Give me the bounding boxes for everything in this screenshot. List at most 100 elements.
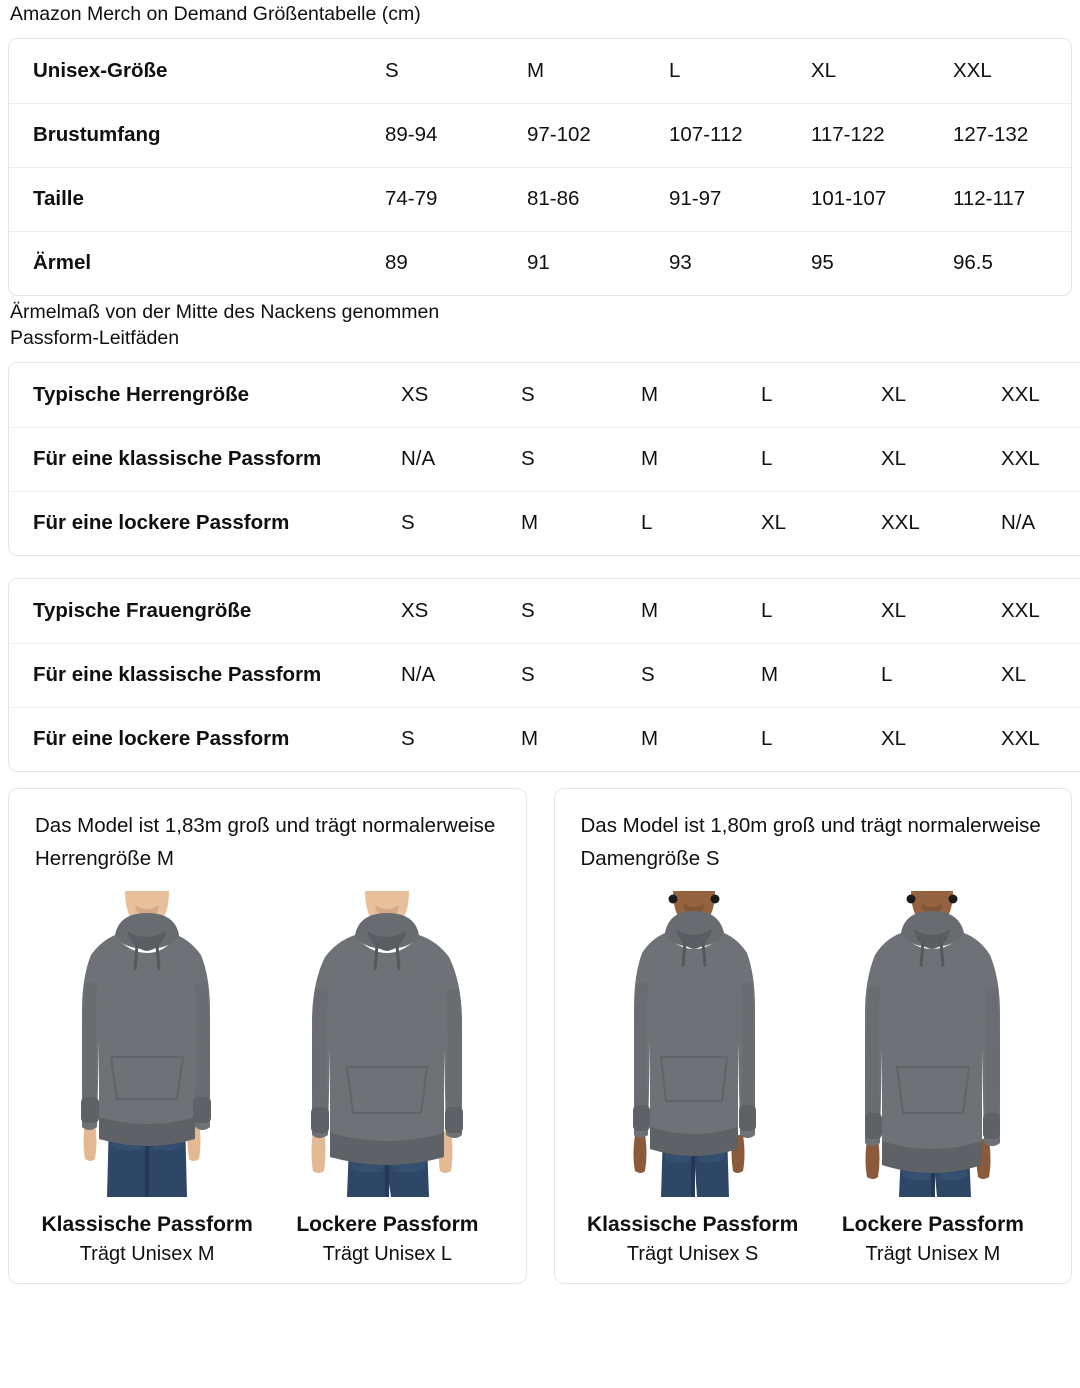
table-row: Für eine klassische Passform N/A S S M L… (9, 642, 1080, 707)
cell: 107-112 (645, 102, 787, 167)
cell: M (737, 642, 857, 707)
model-blurb: Das Model ist 1,80m groß und trägt norma… (580, 813, 1041, 870)
cell: 81-86 (503, 166, 645, 231)
model-photo-row (27, 885, 508, 1197)
cell: M (641, 382, 659, 406)
cell: N/A (377, 642, 497, 707)
measurements-table-body: Unisex-Größe S M L XL XXL Brustumfang 89… (9, 39, 1071, 295)
cell: XXL (1001, 598, 1040, 622)
size-chart-page: Amazon Merch on Demand Größentabelle (cm… (8, 3, 1080, 1284)
cell: L (857, 642, 977, 707)
cell: S (497, 642, 617, 707)
cell: 112-117 (929, 166, 1071, 231)
cell: XL (737, 490, 857, 555)
cell: S (521, 382, 535, 406)
model-cards-row: Das Model ist 1,83m groß und trägt norma… (8, 787, 1072, 1284)
cell: 101-107 (787, 166, 929, 231)
model-photo-female-classic (602, 890, 783, 1197)
row-label: Für eine lockere Passform (9, 706, 377, 771)
cell: XS (401, 382, 429, 406)
table-row: Für eine lockere Passform S M L XL XXL N… (9, 490, 1080, 555)
cell: M (617, 426, 737, 491)
photo-cell (27, 890, 267, 1197)
cell: XXL (953, 58, 992, 82)
cell: 95 (787, 230, 929, 295)
cell: XS (401, 598, 429, 622)
row-label: Für eine lockere Passform (9, 490, 377, 555)
row-label: Für eine klassische Passform (9, 426, 377, 491)
cell: XL (857, 426, 977, 491)
cell: S (385, 58, 399, 82)
cell: XL (857, 706, 977, 771)
model-photo-row (573, 885, 1054, 1197)
cell: L (737, 426, 857, 491)
fit-guide-women-body: Typische Frauengröße XS S M L XL XXL Für… (9, 579, 1080, 771)
cell: M (617, 706, 737, 771)
cell: 117-122 (787, 102, 929, 167)
row-label: Für eine klassische Passform (9, 642, 377, 707)
cell: XXL (857, 490, 977, 555)
model-labels-row: Klassische Passform Trägt Unisex S Locke… (573, 1211, 1054, 1269)
cell: 93 (645, 230, 787, 295)
cell: XL (811, 58, 837, 82)
fit-sub: Trägt Unisex M (79, 1242, 215, 1265)
fit-sub: Trägt Unisex M (865, 1242, 1001, 1265)
cell: S (617, 642, 737, 707)
cell: 96.5 (929, 230, 1071, 295)
fit-label: Klassische Passform Trägt Unisex M (27, 1211, 267, 1269)
sleeve-measurement-note: Ärmelmaß von der Mitte des Nackens genom… (10, 300, 440, 323)
cell: N/A (377, 426, 497, 491)
table-row: Taille 74-79 81-86 91-97 101-107 112-117 (9, 166, 1071, 231)
cell: 74-79 (361, 166, 503, 231)
photo-cell (573, 890, 813, 1197)
fit-name: Lockere Passform (296, 1212, 479, 1236)
row-label: Brustumfang (9, 102, 361, 167)
fit-name: Klassische Passform (586, 1212, 799, 1236)
cell: S (521, 598, 535, 622)
fit-label: Lockere Passform Trägt Unisex L (267, 1211, 507, 1269)
model-photo-female-relaxed (834, 890, 1031, 1197)
table-row: Unisex-Größe S M L XL XXL (9, 39, 1071, 103)
fit-guide-women-table: Typische Frauengröße XS S M L XL XXL Für… (8, 577, 1080, 772)
row-label: Unisex-Größe (33, 58, 168, 82)
cell: L (737, 706, 857, 771)
table-row: Für eine lockere Passform S M M L XL XXL (9, 706, 1080, 771)
cell: XL (977, 642, 1080, 707)
fit-name: Lockere Passform (841, 1212, 1024, 1236)
model-card-men: Das Model ist 1,83m groß und trägt norma… (8, 787, 527, 1284)
row-label: Typische Herrengröße (33, 382, 250, 406)
cell: 127-132 (929, 102, 1071, 167)
cell: 91-97 (645, 166, 787, 231)
fit-sub: Trägt Unisex S (626, 1242, 759, 1265)
cell: L (761, 598, 773, 622)
fit-sub: Trägt Unisex L (322, 1242, 453, 1265)
model-blurb: Das Model ist 1,83m groß und trägt norma… (35, 813, 496, 870)
photo-cell (267, 890, 507, 1197)
fit-label: Klassische Passform Trägt Unisex S (573, 1211, 813, 1269)
model-photo-male-relaxed (281, 890, 494, 1197)
page-title: Amazon Merch on Demand Größentabelle (cm… (10, 3, 421, 25)
cell: XXL (977, 426, 1080, 491)
cell: 97-102 (503, 102, 645, 167)
cell: XXL (977, 706, 1080, 771)
row-label: Typische Frauengröße (33, 598, 252, 622)
cell: M (527, 58, 545, 82)
cell: S (497, 426, 617, 491)
fit-name: Klassische Passform (41, 1212, 253, 1236)
model-photo-male-classic (49, 890, 246, 1197)
table-row: Ärmel 89 91 93 95 96.5 (9, 230, 1071, 295)
fit-guide-men-body: Typische Herrengröße XS S M L XL XXL Für… (9, 363, 1080, 555)
cell: M (641, 598, 659, 622)
cell: XL (881, 598, 907, 622)
table-row: Für eine klassische Passform N/A S M L X… (9, 426, 1080, 491)
cell: XXL (1001, 382, 1040, 406)
row-label: Taille (9, 166, 361, 231)
row-label: Ärmel (9, 230, 361, 295)
measurements-table: Unisex-Größe S M L XL XXL Brustumfang 89… (8, 37, 1072, 296)
cell: S (377, 490, 497, 555)
fit-label: Lockere Passform Trägt Unisex M (813, 1211, 1053, 1269)
cell: L (617, 490, 737, 555)
table-row: Typische Frauengröße XS S M L XL XXL (9, 579, 1080, 643)
cell: M (497, 706, 617, 771)
photo-cell (813, 890, 1053, 1197)
